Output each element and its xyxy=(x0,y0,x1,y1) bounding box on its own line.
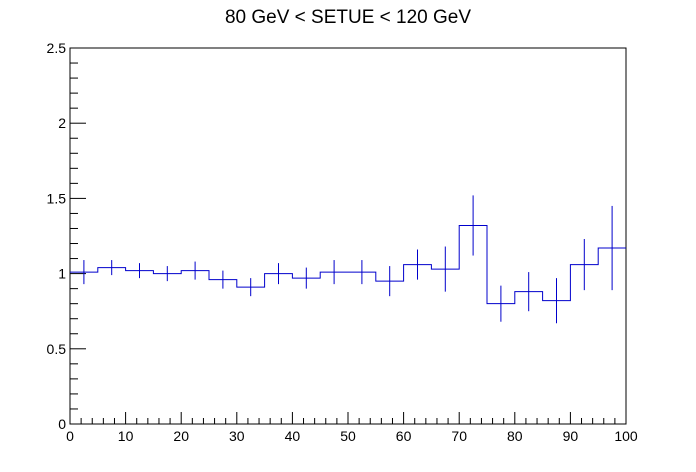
x-tick-label: 80 xyxy=(507,428,523,444)
y-axis: 0 0.5 1 1.5 2 2.5 xyxy=(47,40,86,432)
histogram-step-line xyxy=(70,224,626,305)
plot-frame xyxy=(69,47,627,425)
y-tick-label: 1 xyxy=(58,266,66,282)
x-tick-label: 10 xyxy=(118,428,134,444)
x-tick-label: 40 xyxy=(285,428,301,444)
y-tick-label: 2.5 xyxy=(47,40,67,56)
y-tick-label: 1.5 xyxy=(47,190,67,206)
y-tick-label: 0 xyxy=(58,416,66,432)
x-tick-label: 50 xyxy=(340,428,356,444)
x-tick-label: 90 xyxy=(563,428,579,444)
x-tick-label: 0 xyxy=(66,428,74,444)
y-tick-label: 2 xyxy=(58,115,66,131)
chart-title: 80 GeV < SETUE < 120 GeV xyxy=(225,7,471,28)
x-tick-label: 20 xyxy=(173,428,189,444)
histogram-series xyxy=(70,195,626,324)
x-axis: 0 10 20 30 40 50 60 70 80 90 100 xyxy=(66,412,638,444)
x-tick-label: 70 xyxy=(451,428,467,444)
x-tick-label: 60 xyxy=(396,428,412,444)
x-tick-label: 100 xyxy=(614,428,638,444)
x-tick-label: 30 xyxy=(229,428,245,444)
y-tick-label: 0.5 xyxy=(47,341,67,357)
